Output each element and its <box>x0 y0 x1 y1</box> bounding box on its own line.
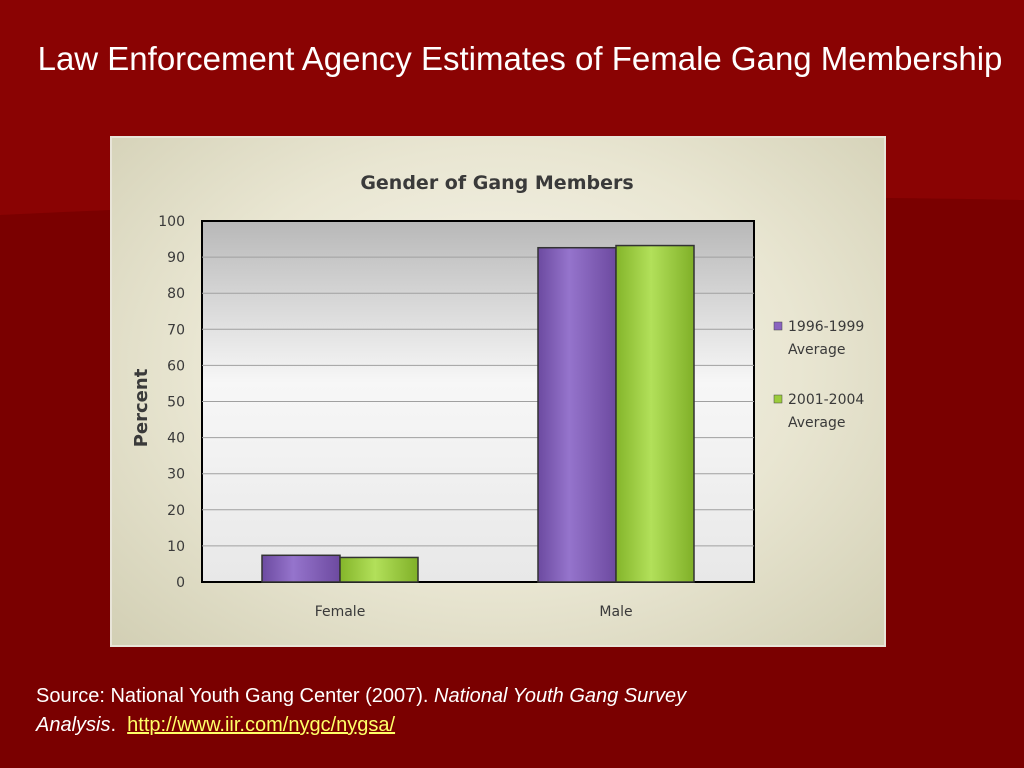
y-axis-label: Percent <box>131 368 152 447</box>
legend-entry: 1996-1999 Average <box>788 319 864 358</box>
y-axis-ticks: 0 10 20 30 40 50 60 70 80 90 100 <box>158 214 185 591</box>
x-tick-label: Female <box>315 604 366 620</box>
source-suffix: . <box>110 714 117 736</box>
bar-male-series-1 <box>537 246 617 583</box>
y-tick-label: 40 <box>167 431 185 447</box>
bar-male-series-2 <box>615 244 695 583</box>
legend-swatch <box>773 394 783 404</box>
source-prefix: Source: National Youth Gang Center (2007… <box>36 685 435 707</box>
y-tick-label: 30 <box>167 467 185 483</box>
chart-frame: Gender of Gang Members 0 10 20 30 40 50 60 70 80… <box>110 136 886 647</box>
y-tick-label: 50 <box>167 395 185 411</box>
source-italic-title: National Youth Gang Survey Analysis <box>36 685 687 736</box>
y-tick-label: 90 <box>167 250 185 266</box>
x-tick-label: Male <box>599 604 632 620</box>
bars <box>261 244 695 583</box>
y-tick-label: 70 <box>167 322 185 338</box>
legend-entry: 2001-2004 Average <box>788 392 864 431</box>
source-citation: Source: National Youth Gang Center (2007… <box>36 682 936 740</box>
slide-title: Law Enforcement Agency Estimates of Fema… <box>37 40 1003 77</box>
y-tick-label: 100 <box>158 214 185 230</box>
y-tick-label: 60 <box>167 358 185 374</box>
y-tick-label: 0 <box>176 575 185 591</box>
bar-female-series-1 <box>261 554 341 583</box>
bar-chart: Gender of Gang Members 0 10 20 30 40 50 60 70 80… <box>131 172 864 620</box>
legend-swatch <box>773 321 783 331</box>
x-axis-labels: Female Male <box>315 604 633 620</box>
y-tick-label: 10 <box>167 539 185 555</box>
chart-title: Gender of Gang Members <box>360 172 633 194</box>
bar-female-series-2 <box>339 556 419 583</box>
legend: 1996-1999 Average 2001-2004 Average <box>773 319 864 431</box>
y-tick-label: 80 <box>167 286 185 302</box>
y-tick-label: 20 <box>167 503 185 519</box>
source-link[interactable]: http://www.iir.com/nygc/nygsa/ <box>127 714 396 736</box>
